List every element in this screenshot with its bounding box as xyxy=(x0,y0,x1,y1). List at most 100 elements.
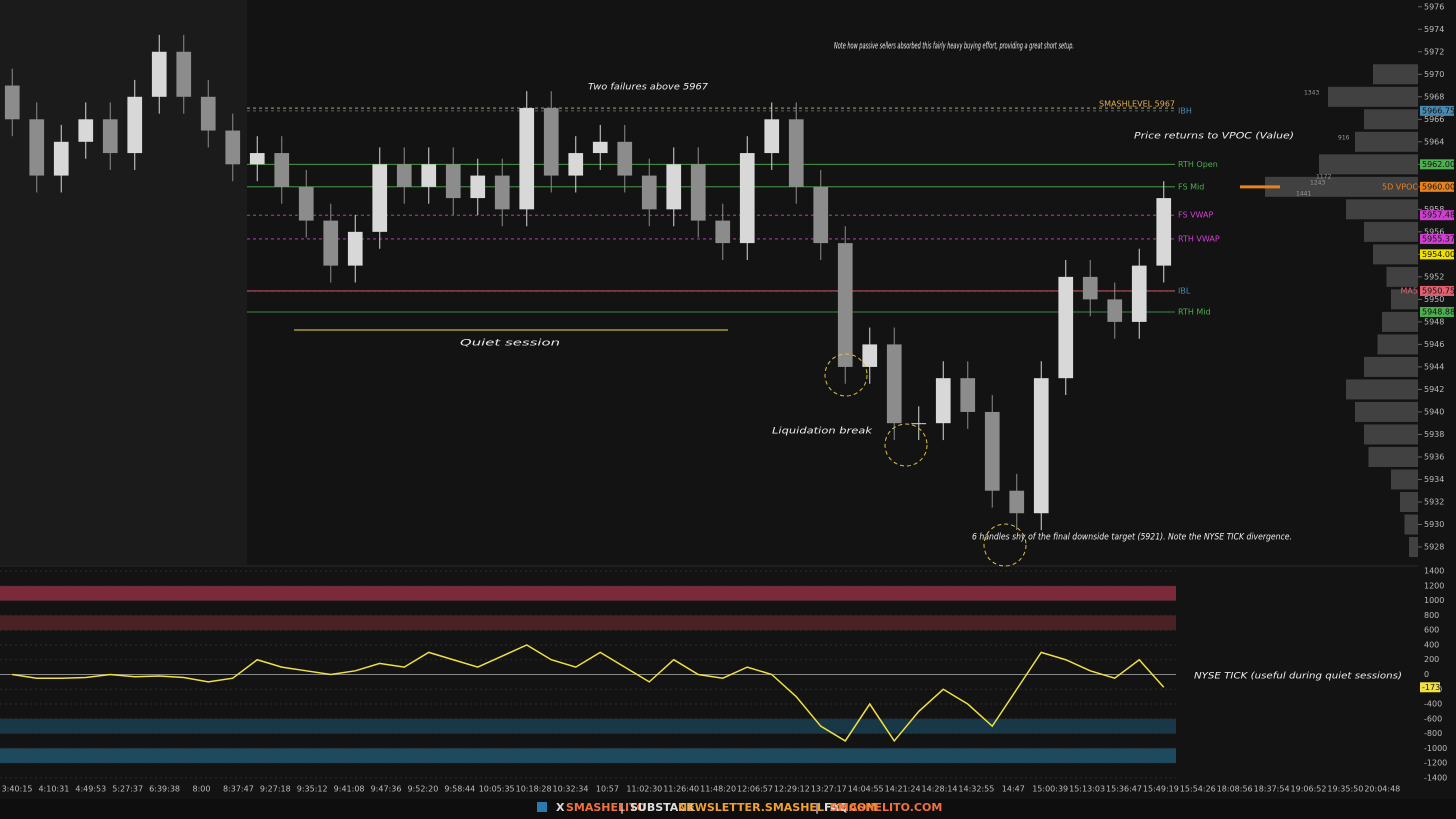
profile-bar xyxy=(1346,379,1418,400)
candle-body xyxy=(151,51,167,97)
candle-body xyxy=(274,153,290,187)
candle-body xyxy=(1107,299,1123,322)
candle-body xyxy=(641,175,657,210)
level-tag: 5966.75 xyxy=(1422,106,1455,115)
candle-body xyxy=(347,231,363,266)
profile-bar xyxy=(1391,289,1418,310)
annotation: Quiet session xyxy=(460,339,560,349)
profile-bar xyxy=(1364,424,1418,445)
x-tick-label: 8:37:47 xyxy=(223,785,254,794)
candle-body xyxy=(421,164,437,187)
tick-tag: -173 xyxy=(1422,683,1440,692)
profile-label: 1172 xyxy=(1316,174,1331,181)
footer-text: SMASHELITO.COM xyxy=(830,801,942,814)
candle-body xyxy=(960,378,976,412)
y-tick-label: 5976 xyxy=(1424,2,1444,11)
candle-body xyxy=(78,119,94,142)
profile-bar xyxy=(1355,401,1418,422)
candle-body xyxy=(1156,198,1172,266)
x-tick-label: 9:41:08 xyxy=(334,785,365,794)
candle-body xyxy=(837,243,853,367)
profile-bar xyxy=(1391,469,1418,490)
x-tick-label: 3:40:15 xyxy=(2,785,33,794)
y2-tick-label: 800 xyxy=(1424,611,1439,620)
x-tick-label: 5:27:37 xyxy=(112,785,143,794)
x-tick-label: 11:26:40 xyxy=(663,785,699,794)
candle-body xyxy=(29,119,45,176)
profile-bar xyxy=(1382,311,1418,332)
level-tag-bg xyxy=(1420,210,1454,221)
y2-tick-label: 400 xyxy=(1424,640,1439,649)
level-tag: 5957.48 xyxy=(1422,211,1455,220)
annotation: 6 handles shy of the final downside targ… xyxy=(972,533,1292,543)
price-tag-bg xyxy=(1420,249,1454,260)
x-tick-label: 14:04:55 xyxy=(848,785,884,794)
candle-body xyxy=(445,164,461,199)
y-tick-label: 5928 xyxy=(1424,542,1444,551)
candle-body xyxy=(519,108,535,210)
level-name: FS Mid xyxy=(1178,182,1204,191)
profile-label: 916 xyxy=(1338,135,1350,142)
tick-band xyxy=(0,718,1176,734)
x-tick-label: 19:35:50 xyxy=(1327,785,1363,794)
x-tick-label: 9:35:12 xyxy=(297,785,328,794)
tick-tag-bg xyxy=(1420,682,1440,693)
profile-bar xyxy=(1355,131,1418,152)
y2-tick-label: 0 xyxy=(1424,670,1429,679)
candle-body xyxy=(568,153,584,176)
candle-body xyxy=(1131,265,1147,322)
profile-bar xyxy=(1400,491,1418,512)
x-tick-label: 15:54:26 xyxy=(1180,785,1216,794)
y-tick-label: 5944 xyxy=(1424,362,1444,371)
footer-text: | xyxy=(620,801,624,814)
candle-body xyxy=(886,344,902,424)
profile-bar xyxy=(1373,244,1418,265)
candle-body xyxy=(1082,276,1098,300)
level-name: RTH Mid xyxy=(1178,307,1211,316)
annotation: Note how passive sellers absorbed this f… xyxy=(834,42,1074,52)
level-tag-bg xyxy=(1420,159,1454,170)
candle-body xyxy=(396,164,412,187)
y2-tick-label: -600 xyxy=(1424,714,1442,723)
profile-bar xyxy=(1364,221,1418,242)
y2-tick-label: -400 xyxy=(1424,700,1442,709)
x-tick-label: 9:58:44 xyxy=(444,785,475,794)
footer-text: X xyxy=(556,801,565,814)
level-tag-bg xyxy=(1420,105,1454,116)
candle-body xyxy=(592,141,608,154)
candle-body xyxy=(200,96,216,131)
price-tag: 5954.00 xyxy=(1422,250,1455,259)
profile-bar xyxy=(1377,334,1418,355)
x-tick-label: 15:36:47 xyxy=(1106,785,1142,794)
candle-body xyxy=(1009,490,1025,514)
candle-body xyxy=(4,85,20,120)
x-tick-label: 14:21:24 xyxy=(885,785,921,794)
x-tick-label: 9:52:20 xyxy=(407,785,438,794)
highlight xyxy=(983,523,1027,567)
candle-body xyxy=(617,141,633,176)
y2-tick-label: -1400 xyxy=(1424,773,1447,782)
tick-line xyxy=(12,644,1165,743)
x-tick-label: 11:48:20 xyxy=(700,785,736,794)
profile-bar xyxy=(1265,176,1418,197)
candle-body xyxy=(102,119,118,154)
y-tick-label: 5930 xyxy=(1424,520,1444,529)
candle-body xyxy=(53,141,69,176)
footer-text: | xyxy=(815,801,819,814)
footer-text: NEWSLETTER.SMASHELITO.COM xyxy=(678,801,877,814)
tick-band xyxy=(0,615,1176,631)
x-tick-label: 4:49:53 xyxy=(75,785,106,794)
level-tag-bg xyxy=(1420,306,1454,317)
candle-body xyxy=(911,423,927,425)
y-tick-label: 5938 xyxy=(1424,430,1444,439)
overnight-zone xyxy=(0,0,247,565)
candle-body xyxy=(935,378,951,424)
y-tick-label: 5940 xyxy=(1424,407,1444,416)
level-name: 5D VPOC xyxy=(1382,182,1418,191)
y-tick-label: 5946 xyxy=(1424,340,1444,349)
level-name: IBH xyxy=(1178,106,1192,115)
level-tag: 5950.75 xyxy=(1422,286,1455,295)
y-tick-label: 5974 xyxy=(1424,25,1444,34)
x-tick-label: 9:27:18 xyxy=(260,785,291,794)
y-tick-label: 5952 xyxy=(1424,272,1444,281)
